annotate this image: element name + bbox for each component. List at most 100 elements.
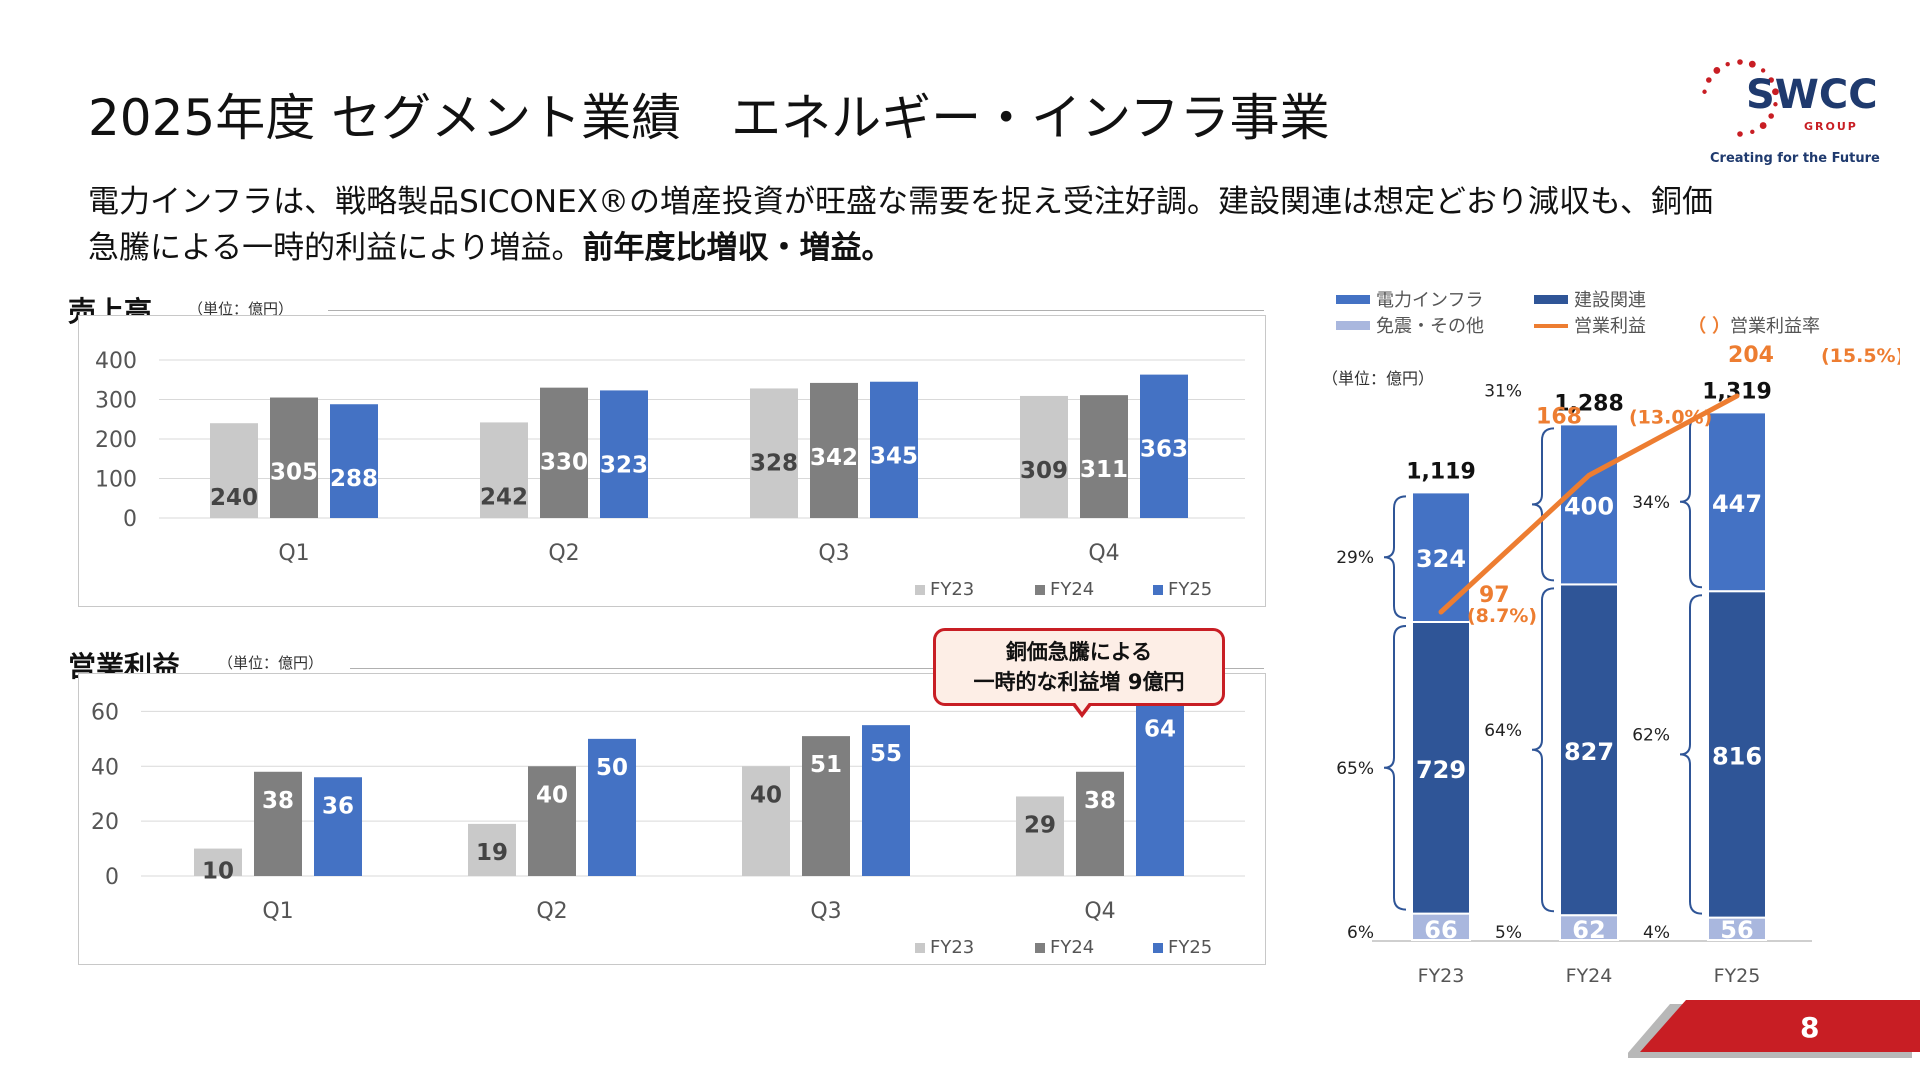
callout-line1: 銅価急騰による xyxy=(1005,640,1153,664)
bar-fy24-q1 xyxy=(270,397,318,518)
x-category-label: Q3 xyxy=(810,899,841,924)
bar-fy23-q4 xyxy=(1020,395,1068,518)
share-pct-label: 65% xyxy=(1336,759,1374,779)
data-label: 51 xyxy=(810,752,842,778)
logo-dot xyxy=(1713,67,1721,74)
bar-fy23-q3 xyxy=(742,766,790,876)
legend-swatch xyxy=(1534,295,1568,304)
legend-label: 免震・その他 xyxy=(1376,316,1484,337)
share-pct-label: 34% xyxy=(1632,493,1670,513)
lead-plain: 急騰による一時的利益により増益。 xyxy=(88,230,583,266)
legend-label-fy24: FY24 xyxy=(1050,937,1094,958)
page-number-banner: 8 xyxy=(1620,1000,1920,1062)
y-tick-label: 300 xyxy=(95,389,137,414)
profit-value-label: 97 xyxy=(1479,583,1510,608)
y-tick-label: 0 xyxy=(123,507,137,532)
share-pct-label: 6% xyxy=(1347,923,1374,943)
stack-unit-label: （単位：億円） xyxy=(1322,369,1434,388)
logo-dot xyxy=(1759,122,1767,129)
bar-fy24-q2 xyxy=(528,766,576,876)
share-brace xyxy=(1383,625,1407,911)
data-label: 305 xyxy=(270,460,318,486)
sales-title-rule xyxy=(328,310,1264,311)
y-tick-label: 0 xyxy=(105,865,119,890)
share-brace xyxy=(1531,587,1555,913)
bar-fy25-q2 xyxy=(600,390,648,518)
logo-mark: SWCC GROUP Creating for the Future xyxy=(1702,59,1880,166)
legend-label: 電力インフラ xyxy=(1376,290,1483,311)
stack-x-label: FY25 xyxy=(1714,965,1761,987)
copper-callout: 銅価急騰による 一時的な利益増 9億円 xyxy=(933,628,1225,706)
legend-swatch xyxy=(1336,295,1370,304)
share-brace xyxy=(1679,415,1703,589)
swcc-logo: SWCC GROUP Creating for the Future xyxy=(1700,40,1880,170)
data-label: 342 xyxy=(810,445,858,471)
data-label: 29 xyxy=(1024,812,1056,838)
logo-dot xyxy=(1768,113,1774,119)
op-chart: 0 20 40 60 10 38 36 Q1 19 40 50 Q2 40 51 55 Q3 29 38 64 Q4 F… xyxy=(91,700,1245,958)
stack-value-label: 729 xyxy=(1416,756,1466,784)
data-label: 10 xyxy=(202,859,234,885)
data-label: 50 xyxy=(596,755,628,781)
data-label: 330 xyxy=(540,450,588,476)
profit-margin-label: (15.5%) xyxy=(1821,345,1900,367)
logo-dot xyxy=(1706,77,1712,83)
data-label: 242 xyxy=(480,484,528,510)
data-label: 64 xyxy=(1144,716,1176,742)
page-title: 2025年度 セグメント業績 エネルギー・インフラ事業 xyxy=(88,89,1330,147)
share-pct-label: 5% xyxy=(1495,923,1522,943)
stack-total-label: 1,288 xyxy=(1554,391,1624,416)
data-label: 38 xyxy=(1084,788,1116,814)
logo-dot xyxy=(1772,88,1779,96)
data-label: 36 xyxy=(322,793,354,819)
logo-dot xyxy=(1760,68,1766,73)
data-label: 40 xyxy=(536,782,568,808)
share-pct-label: 4% xyxy=(1643,923,1670,943)
page-number-bg xyxy=(1640,1000,1920,1052)
data-label: 55 xyxy=(870,741,902,767)
data-label: 19 xyxy=(476,840,508,866)
bar-fy25-q1 xyxy=(314,777,362,876)
data-label: 323 xyxy=(600,452,648,478)
stack-seg-0-fy23 xyxy=(1411,912,1471,941)
bar-fy23-q1 xyxy=(210,423,258,518)
op-unit-label: （単位：億円） xyxy=(218,654,324,672)
x-category-label: Q3 xyxy=(818,541,849,566)
stack-total-label: 1,119 xyxy=(1406,459,1476,484)
data-label: 240 xyxy=(210,485,258,511)
legend-label-fy23: FY23 xyxy=(930,579,974,600)
y-tick-label: 60 xyxy=(91,700,119,725)
bar-fy23-q1 xyxy=(194,848,242,876)
stack-value-label: 66 xyxy=(1424,916,1457,944)
segment-stacked-chart-area: 電力インフラ 建設関連 免震・その他 営業利益 （ ）営業利益率 （単位：億円） 66 729… xyxy=(1300,280,1904,1000)
data-label: 363 xyxy=(1140,437,1188,463)
bar-fy24-q4 xyxy=(1080,395,1128,518)
y-tick-label: 400 xyxy=(95,349,137,374)
profit-margin-label: (8.7%) xyxy=(1467,605,1537,627)
lead-bold: 前年度比増収・増益。 xyxy=(582,230,893,266)
bar-fy25-q2 xyxy=(588,738,636,876)
logo-text: SWCC xyxy=(1746,72,1878,118)
callout-pointer-fill xyxy=(1073,700,1091,712)
bar-fy25-q3 xyxy=(870,381,918,518)
x-category-label: Q1 xyxy=(262,899,293,924)
share-brace xyxy=(1679,594,1703,915)
data-label: 311 xyxy=(1080,457,1128,483)
legend-paren-symbol: （ ） xyxy=(1688,316,1730,337)
legend-margin-label: 営業利益率 xyxy=(1730,316,1820,337)
legend-swatch-fy23 xyxy=(915,943,925,953)
op-chart-panel: 0 20 40 60 10 38 36 Q1 19 40 50 Q2 40 51 55 Q3 29 38 64 Q4 F… xyxy=(78,673,1266,965)
lead-text-line2: 急騰による一時的利益により増益。前年度比増収・増益。 xyxy=(88,222,892,267)
sales-chart-panel: 0 100 200 300 400 240 305 288 Q1 242 330 323 Q2 328 34… xyxy=(78,315,1266,607)
y-tick-label: 20 xyxy=(91,810,119,835)
bar-fy25-q4 xyxy=(1140,374,1188,518)
bar-fy24-q2 xyxy=(540,387,588,518)
share-brace xyxy=(1383,495,1407,619)
bar-fy25-q3 xyxy=(862,725,910,876)
bar-fy25-q1 xyxy=(330,404,378,518)
callout-line2: 一時的な利益増 9億円 xyxy=(973,670,1185,694)
legend-swatch-fy24 xyxy=(1035,943,1045,953)
logo-dot xyxy=(1773,102,1778,107)
profit-margin-label: (13.0%) xyxy=(1629,406,1712,428)
logo-dot xyxy=(1737,59,1743,65)
